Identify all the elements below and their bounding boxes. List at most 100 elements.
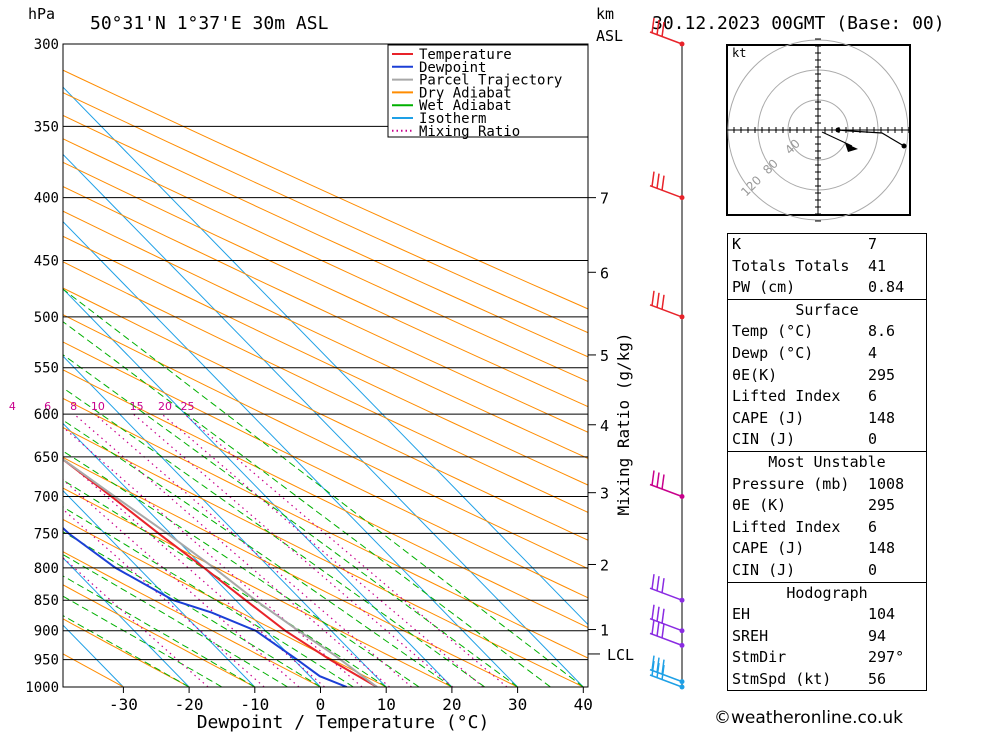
wind-barb-staff bbox=[649, 31, 683, 45]
wind-barb-flag bbox=[651, 660, 655, 677]
wind-barb-flag bbox=[651, 604, 655, 620]
pressure-tick-label: 900 bbox=[34, 624, 59, 640]
surface-value: 4 bbox=[868, 343, 878, 362]
wind-barb-flag bbox=[656, 662, 660, 679]
copyright-footer[interactable]: ©weatheronline.co.uk bbox=[714, 708, 904, 728]
surface-row: CAPE (J) 148 bbox=[728, 408, 926, 430]
km-unit-label: km bbox=[596, 5, 614, 23]
index-value: 41 bbox=[868, 256, 887, 275]
wind-barb-flag bbox=[656, 576, 660, 592]
km-tick-label: 1 bbox=[600, 622, 609, 640]
hodo-row: EH 104 bbox=[728, 604, 926, 626]
wind-barb-flag bbox=[656, 606, 660, 622]
wind-barb-staff bbox=[649, 304, 683, 318]
datetime-title: 30.12.2023 00GMT (Base: 00) bbox=[652, 13, 945, 34]
wind-barb-flag bbox=[651, 17, 655, 34]
index-value: 7 bbox=[868, 235, 878, 253]
x-axis-label: Dewpoint / Temperature (°C) bbox=[197, 712, 490, 733]
unstable-row: CAPE (J) 148 bbox=[728, 538, 926, 560]
surface-title: Surface bbox=[795, 300, 859, 319]
unstable-row: Lifted Index 6 bbox=[728, 517, 926, 539]
mixing-ratio-label: 15 bbox=[130, 400, 144, 413]
wind-barb-flag bbox=[661, 623, 665, 639]
hodo-value: 297° bbox=[868, 648, 905, 667]
wind-barb-flag bbox=[661, 578, 665, 594]
hodo-label: StmDir bbox=[732, 648, 787, 667]
surface-value: 295 bbox=[868, 365, 896, 384]
surface-label: θE(K) bbox=[732, 365, 778, 384]
unstable-value: 0 bbox=[868, 560, 878, 579]
surface-value: 0 bbox=[868, 430, 878, 449]
isotherm-line bbox=[63, 86, 588, 626]
legend-label: Mixing Ratio bbox=[419, 124, 520, 140]
wind-barb-flag bbox=[656, 19, 660, 36]
wet-adiabat-line bbox=[63, 615, 190, 687]
hodograph-unit-label: kt bbox=[732, 46, 746, 60]
surface-row: CIN (J) 0 bbox=[728, 429, 926, 451]
wind-barb-dot bbox=[679, 679, 685, 685]
dry-adiabat-line bbox=[63, 341, 588, 599]
pressure-tick-label: 600 bbox=[34, 407, 59, 423]
hodo-value: 56 bbox=[868, 669, 887, 688]
wet-adiabat-line bbox=[63, 419, 453, 687]
mixing-ratio-line bbox=[63, 508, 265, 687]
legend-label: Parcel Trajectory bbox=[419, 73, 562, 89]
hodograph-point bbox=[835, 127, 841, 133]
dry-adiabat-line bbox=[63, 69, 588, 310]
wind-barb-dot bbox=[679, 41, 685, 47]
isotherm-line bbox=[63, 288, 453, 687]
wind-barb-dot bbox=[679, 642, 685, 648]
unstable-value: 148 bbox=[868, 539, 896, 558]
wind-barb-dot bbox=[679, 195, 685, 201]
pressure-tick-label: 1000 bbox=[25, 680, 59, 696]
wind-barb-flag bbox=[656, 173, 660, 189]
dry-adiabat-line bbox=[63, 584, 256, 687]
wet-adiabat-line bbox=[63, 531, 321, 687]
hodo-row: SREH 94 bbox=[728, 626, 926, 648]
unstable-value: 295 bbox=[868, 496, 896, 515]
x-tick-label: 30 bbox=[508, 695, 527, 714]
most-unstable-title: Most Unstable bbox=[768, 452, 886, 471]
surface-label: Dewp (°C) bbox=[732, 343, 814, 362]
series-parcel-trajectory-line bbox=[63, 458, 378, 687]
unstable-value: 1008 bbox=[868, 474, 905, 493]
location-title: 50°31'N 1°37'E 30m ASL bbox=[90, 13, 329, 34]
mixing-ratio-label: 4 bbox=[9, 400, 16, 413]
wet-adiabat-line bbox=[63, 595, 223, 687]
unstable-row: CIN (J) 0 bbox=[728, 560, 926, 582]
km-tick-label: 5 bbox=[600, 347, 609, 365]
indices-panel: K 7 Totals Totals 41 PW (cm) 0.84 Surface Tem… bbox=[727, 233, 927, 692]
hodo-value: 94 bbox=[868, 626, 887, 645]
mixing-ratio-line bbox=[63, 556, 209, 687]
isotherm-line bbox=[63, 153, 584, 687]
wind-barb-flag bbox=[661, 608, 665, 624]
wind-barb-staff bbox=[649, 483, 683, 498]
surface-row: θE(K) 295 bbox=[728, 365, 926, 387]
wind-barb-staff bbox=[649, 632, 683, 647]
dry-adiabat-line bbox=[63, 487, 453, 687]
wind-barb-dot bbox=[679, 494, 685, 500]
km-tick-label: 2 bbox=[600, 556, 609, 574]
surface-label: Temp (°C) bbox=[732, 322, 814, 341]
unstable-row: θE (K) 295 bbox=[728, 495, 926, 517]
index-label: K bbox=[732, 235, 742, 253]
hodo-row: StmSpd (kt) 56 bbox=[728, 669, 926, 691]
surface-value: 148 bbox=[868, 408, 896, 427]
pressure-tick-label: 650 bbox=[34, 450, 59, 466]
x-tick-label: -20 bbox=[175, 695, 204, 714]
hodo-value: 104 bbox=[868, 605, 896, 624]
pressure-tick-label: 350 bbox=[34, 119, 59, 135]
legend-label: Dewpoint bbox=[419, 60, 486, 76]
dry-adiabat-line bbox=[63, 185, 588, 433]
surface-row: Lifted Index 6 bbox=[728, 386, 926, 408]
wind-barb-flag bbox=[661, 21, 665, 38]
dry-adiabat-line bbox=[63, 518, 387, 687]
pressure-tick-label: 300 bbox=[34, 37, 59, 53]
hodo-label: StmSpd (kt) bbox=[732, 669, 832, 688]
isotherm-line bbox=[63, 422, 321, 687]
hodo-label: EH bbox=[732, 605, 751, 624]
unstable-label: Pressure (mb) bbox=[732, 474, 850, 493]
wet-adiabat-line bbox=[63, 354, 518, 687]
